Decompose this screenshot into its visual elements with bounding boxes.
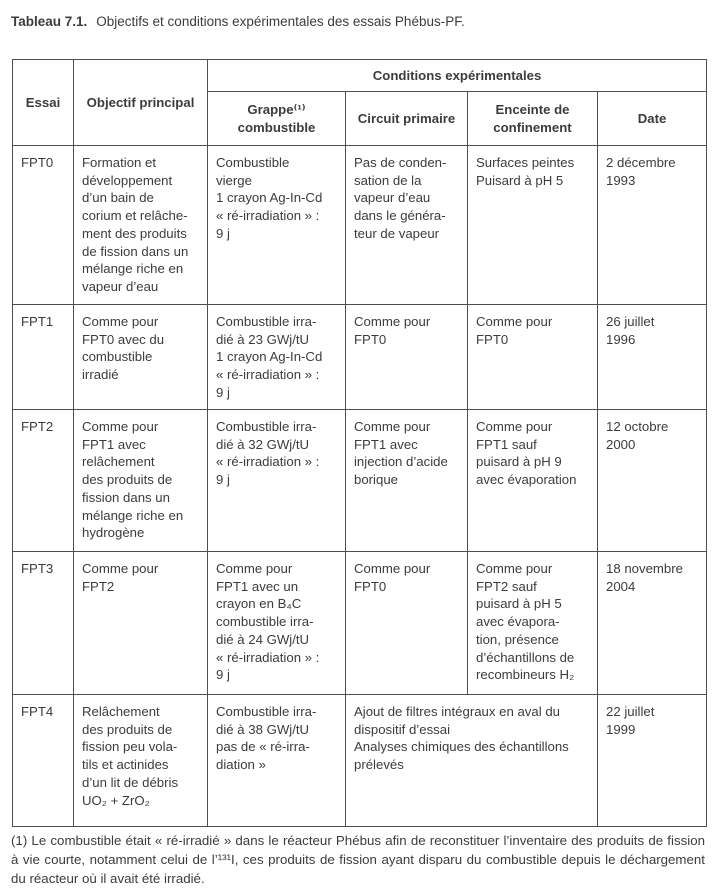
cell-grappe: Combustible irra- dié à 23 GWj/tU 1 cray… [207,304,346,410]
col-header-conditions: Conditions expérimentales [206,59,708,92]
cell-date: 2 décembre 1993 [596,145,708,305]
header-row-sub: Grappe⁽¹⁾ combustible Circuit primaire E… [13,91,708,146]
header-row-top: Essai Objectif principal Conditions expé… [12,59,708,146]
cell-grappe: Combustible irra- dié à 32 GWj/tU « ré-i… [207,409,346,552]
cell-essai: FPT1 [12,304,74,410]
table-row-fpt4: FPT4 Relâchement des produits de fission… [12,694,708,827]
cell-date: 12 octobre 2000 [596,409,708,552]
col-header-objectif: Objectif principal [73,59,208,146]
cell-date: 26 juillet 1996 [596,304,708,410]
cell-grappe: Combustible irra- dié à 38 GWj/tU pas de… [207,694,346,827]
cell-circuit: Comme pour FPT0 [345,304,468,410]
cell-circuit: Pas de conden- sation de la vapeur d’eau… [345,145,468,305]
cell-circuit: Comme pour FPT1 avec injection d’acide b… [345,409,468,552]
table-header: Essai Objectif principal Conditions expé… [12,59,708,146]
cell-date: 18 novembre 2004 [596,551,708,695]
cell-circuit: Comme pour FPT0 [345,551,468,695]
cell-date: 22 juillet 1999 [596,694,708,827]
cell-enceinte: Comme pour FPT0 [467,304,598,410]
cell-objectif: Comme pour FPT1 avec relâchement des pro… [73,409,208,552]
cell-essai: FPT3 [12,551,74,695]
col-header-grappe: Grappe⁽¹⁾ combustible [207,91,346,146]
col-header-enceinte: Enceinte de confinement [467,91,598,146]
table-caption-number: Tableau 7.1. [11,14,88,29]
cell-circuit-enceinte-merged: Ajout de filtres intégraux en aval du di… [345,694,598,827]
table-row-fpt0: FPT0 Formation et développement d’un bai… [12,145,708,305]
cell-grappe: Combustible vierge 1 crayon Ag-In-Cd « r… [207,145,346,305]
table-row-fpt1: FPT1 Comme pour FPT0 avec du combustible… [12,304,708,410]
cell-objectif: Comme pour FPT0 avec du combustible irra… [73,304,208,410]
cell-essai: FPT4 [12,694,74,827]
cell-objectif: Relâchement des produits de fission peu … [73,694,208,827]
cell-objectif: Formation et développement d’un bain de … [73,145,208,305]
table-caption-text: Objectifs et conditions expérimentales d… [96,14,465,29]
experiments-table: Essai Objectif principal Conditions expé… [12,59,708,827]
cell-objectif: Comme pour FPT2 [73,551,208,695]
cell-essai: FPT0 [12,145,74,305]
col-header-essai: Essai [12,59,74,146]
col-header-circuit: Circuit primaire [345,91,468,146]
table-caption: Tableau 7.1. Objectifs et conditions expé… [11,13,465,31]
table-row-fpt2: FPT2 Comme pour FPT1 avec relâchement de… [12,409,708,552]
table-body: FPT0 Formation et développement d’un bai… [12,145,708,827]
col-header-date: Date [596,91,708,146]
table-row-fpt3: FPT3 Comme pour FPT2 Comme pour FPT1 ave… [12,551,708,695]
cell-enceinte: Surfaces peintes Puisard à pH 5 [467,145,598,305]
cell-grappe: Comme pour FPT1 avec un crayon en B₄C co… [207,551,346,695]
table-footnote: (1) Le combustible était « ré-irradié » … [11,833,705,886]
cell-essai: FPT2 [12,409,74,552]
cell-enceinte: Comme pour FPT2 sauf puisard à pH 5 avec… [467,551,598,695]
cell-enceinte: Comme pour FPT1 sauf puisard à pH 9 avec… [467,409,598,552]
